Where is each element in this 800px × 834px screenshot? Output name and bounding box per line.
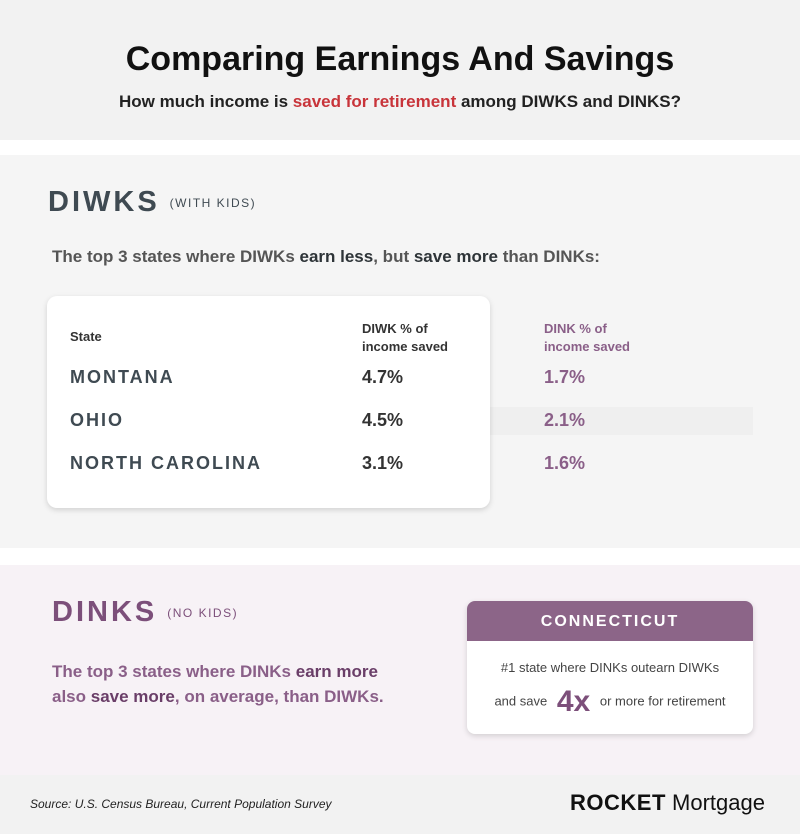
dinks-intro: The top 3 states where DINKs earn more a… (52, 659, 384, 709)
table-header: DIWK % of income saved (362, 321, 448, 354)
diwks-heading: DIWKS (WITH KIDS) (48, 186, 256, 219)
intro-emph: earn more (295, 662, 378, 681)
state-name: NORTH CAROLINA (70, 453, 262, 473)
percent-value: 4.5% (362, 410, 404, 430)
brand-logo: ROCKET Mortgage (570, 790, 765, 816)
diwks-intro: The top 3 states where DIWKs earn less, … (52, 247, 600, 267)
source: Source: U.S. Census Bureau, Current Popu… (30, 797, 332, 811)
percent-value: 1.6% (544, 453, 586, 473)
subtitle-text: How much income is (118, 92, 293, 111)
dinks-label: DINKS (52, 596, 158, 628)
dinks-note: (NO KIDS) (167, 606, 239, 621)
percent-value: 1.7% (544, 367, 586, 387)
state-name: MONTANA (70, 367, 175, 387)
subtitle-text: among DIWKS and DINKS? (456, 92, 682, 111)
intro-text: The top 3 states where DINKs (52, 662, 296, 681)
subtitle: How much income is saved for retirement … (0, 92, 800, 112)
diwks-note: (WITH KIDS) (169, 196, 257, 211)
intro-text: , but (373, 247, 414, 266)
title: Comparing Earnings And Savings (125, 40, 675, 78)
footer (0, 775, 800, 834)
state-name: OHIO (70, 410, 125, 430)
intro-text: also (52, 687, 91, 706)
callout-text: and save (494, 693, 548, 709)
intro-text: than DINKs: (497, 247, 600, 266)
header (0, 0, 800, 140)
intro-text: , on average, than DIWKs. (174, 687, 384, 706)
callout-multiplier: 4x (556, 685, 591, 718)
intro-emph: save more (90, 687, 175, 706)
dinks-heading: DINKS (NO KIDS) (52, 596, 238, 629)
callout-line: #1 state where DINKs outearn DIWKs (500, 660, 720, 675)
percent-value: 4.7% (362, 367, 404, 387)
callout: CONNECTICUT #1 state where DINKs outearn… (467, 601, 753, 734)
table-header: DINK % of income saved (544, 321, 630, 354)
table-card (47, 296, 490, 508)
callout-text: or more for retirement (599, 693, 726, 709)
callout-line: and save 4x or more for retirement (467, 685, 753, 719)
callout-title: CONNECTICUT (467, 601, 753, 641)
diwks-label: DIWKS (48, 186, 160, 218)
brand-mortgage: Mortgage (672, 790, 765, 815)
intro-emph: save more (413, 247, 498, 266)
subtitle-highlight: saved for retirement (292, 92, 457, 111)
row-highlight (490, 407, 753, 435)
percent-value: 2.1% (544, 410, 586, 430)
table-header: State (70, 329, 102, 344)
intro-text: The top 3 states where DIWKs (52, 247, 300, 266)
brand-rocket: ROCKET (570, 790, 666, 815)
intro-emph: earn less (299, 247, 374, 266)
percent-value: 3.1% (362, 453, 404, 473)
